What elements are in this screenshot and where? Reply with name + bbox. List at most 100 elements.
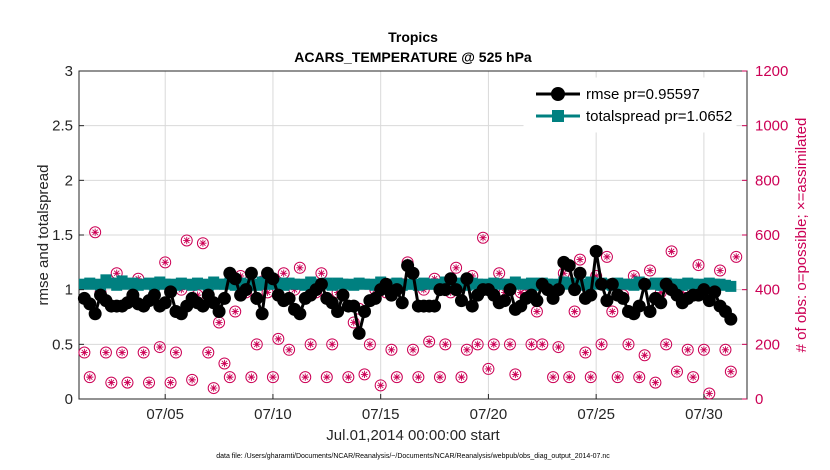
obs-possible-marker [547, 371, 560, 384]
rmse-point [352, 326, 366, 340]
obs-count-point [186, 373, 199, 386]
obs-assimilated-marker [91, 228, 99, 236]
rmse-point [708, 285, 722, 299]
obs-count-point [169, 346, 182, 359]
obs-count-point [207, 382, 220, 395]
obs-count-point [606, 305, 619, 318]
obs-assimilated-marker [667, 247, 676, 255]
obs-assimilated-marker [425, 338, 433, 346]
rmse-point [158, 296, 172, 310]
rmse-point [266, 272, 280, 286]
y2-tick-label: 1200 [755, 63, 788, 80]
x-tick-label: 07/30 [685, 406, 723, 423]
rmse-point [395, 296, 409, 310]
obs-count-point [99, 346, 112, 359]
obs-assimilated-marker [350, 318, 358, 327]
obs-assimilated-marker [166, 379, 175, 387]
rmse-point [697, 283, 711, 297]
totalspread-series [78, 274, 737, 292]
obs-assimilated-marker [436, 373, 444, 381]
obs-possible-marker [584, 371, 597, 384]
obs-assimilated-marker [538, 340, 546, 348]
rmse-point [358, 305, 372, 319]
rmse-point [336, 288, 350, 302]
obs-count-point [358, 368, 371, 381]
obs-assimilated-marker [630, 272, 638, 280]
obs-count-point [547, 371, 560, 384]
x-tick-label: 07/25 [577, 406, 615, 423]
obs-assimilated-marker [732, 253, 740, 261]
obs-count-point [250, 338, 263, 351]
y-tick-label: 0.5 [52, 336, 73, 353]
obs-assimilated-marker [587, 373, 595, 381]
rmse-point [584, 288, 598, 302]
obs-possible-marker [692, 259, 705, 272]
obs-count-point [730, 250, 743, 263]
obs-count-point [412, 371, 425, 384]
obs-assimilated-marker [597, 340, 606, 348]
obs-possible-marker [719, 343, 732, 356]
obs-assimilated-marker [183, 236, 191, 245]
obs-possible-marker [450, 261, 463, 274]
obs-assimilated-marker [377, 381, 385, 389]
legend-box [523, 77, 737, 133]
obs-possible-marker [78, 346, 91, 359]
totalspread-point [725, 280, 737, 292]
rmse-point [164, 285, 178, 299]
obs-assimilated-marker [414, 373, 422, 381]
obs-assimilated-marker [156, 343, 164, 351]
obs-possible-marker [433, 371, 446, 384]
obs-count-point [385, 343, 398, 356]
obs-possible-marker [169, 346, 182, 359]
rmse-point [573, 266, 587, 280]
rmse-point [600, 294, 614, 308]
x-tick-label: 07/20 [470, 406, 508, 423]
obs-assimilated-marker [118, 348, 126, 357]
rmse-point [551, 283, 565, 297]
obs-possible-marker [272, 332, 285, 345]
obs-count-point [245, 371, 258, 384]
obs-count-point [482, 362, 495, 375]
obs-possible-marker [649, 376, 662, 389]
obs-count-point [213, 316, 226, 329]
obs-assimilated-marker [452, 264, 460, 272]
obs-possible-marker [105, 376, 118, 389]
obs-count-point [105, 376, 118, 389]
obs-assimilated-marker [145, 379, 153, 387]
obs-count-point [347, 316, 360, 329]
obs-assimilated-marker [511, 370, 519, 378]
obs-possible-marker [347, 316, 360, 329]
obs-assimilated-marker [269, 373, 277, 381]
obs-count-point [137, 346, 150, 359]
obs-possible-marker [730, 250, 743, 263]
obs-possible-marker [687, 371, 700, 384]
obs-possible-marker [423, 335, 436, 348]
obs-assimilated-marker [140, 348, 148, 357]
obs-count-point [342, 371, 355, 384]
obs-count-point [89, 226, 102, 239]
y-axis-label: rmse and totalspread [35, 165, 52, 306]
legend-rmse-label: rmse pr=0.95597 [586, 86, 700, 103]
rmse-point [406, 266, 420, 280]
obs-possible-marker [299, 371, 312, 384]
obs-assimilated-marker [360, 370, 369, 378]
obs-count-point [574, 253, 586, 266]
rmse-point [638, 277, 652, 291]
obs-count-point [530, 305, 543, 318]
y2-tick-label: 1000 [755, 118, 788, 135]
obs-assimilated-marker [694, 261, 703, 269]
obs-possible-marker [164, 376, 177, 389]
rmse-point [212, 305, 226, 319]
rmse-point [595, 277, 609, 291]
obs-possible-marker [714, 264, 727, 277]
obs-assimilated-marker [495, 269, 503, 277]
obs-count-point [455, 371, 468, 384]
obs-count-point [503, 338, 516, 351]
obs-assimilated-marker [662, 340, 670, 348]
obs-possible-marker [600, 250, 613, 263]
obs-count-point [277, 267, 290, 280]
y2-axis-label: # of obs: o=possible; ×=assimilated [793, 118, 810, 353]
obs-possible-marker [509, 368, 522, 381]
obs-count-point [450, 261, 463, 274]
obs-assimilated-marker [608, 307, 616, 316]
